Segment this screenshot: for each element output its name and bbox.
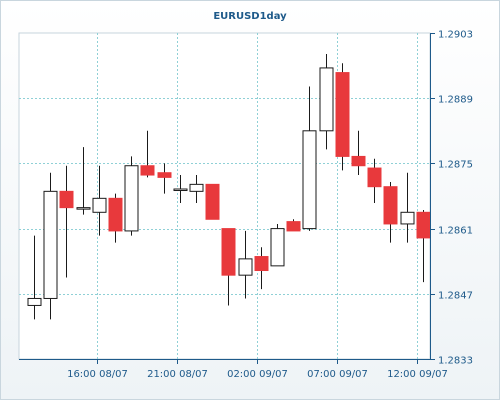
candle bbox=[108, 193, 123, 243]
candle-body-down bbox=[59, 190, 74, 209]
candle bbox=[76, 147, 91, 215]
candle-body-up bbox=[270, 228, 285, 267]
candle bbox=[238, 230, 253, 299]
candle bbox=[383, 182, 398, 243]
candle bbox=[221, 228, 236, 306]
candle-body-up bbox=[173, 188, 188, 192]
candle-body-down bbox=[140, 165, 155, 176]
candle bbox=[400, 172, 415, 243]
plot-area bbox=[18, 32, 431, 360]
x-tick-label: 21:00 08/07 bbox=[147, 369, 208, 380]
x-axis-labels: 16:00 08/07 21:00 08/07 02:00 09/07 07:00 0… bbox=[67, 369, 448, 380]
candle-body-down bbox=[367, 167, 382, 188]
candle-body-up bbox=[302, 130, 317, 230]
candle bbox=[173, 175, 188, 203]
candle-body-down bbox=[108, 197, 123, 232]
candle bbox=[319, 53, 334, 150]
candle bbox=[367, 158, 382, 203]
candle-body-up bbox=[92, 197, 107, 213]
y-tick-label: 1.2847 bbox=[438, 291, 473, 302]
candle-body-up bbox=[27, 297, 42, 306]
candle bbox=[140, 130, 155, 178]
candle-body-up bbox=[238, 258, 253, 276]
candle-body-down bbox=[254, 256, 269, 272]
candle bbox=[189, 175, 204, 203]
candle-body-up bbox=[319, 67, 334, 132]
candle-body-down bbox=[383, 186, 398, 225]
y-tick-label: 1.2875 bbox=[438, 160, 473, 171]
candle-body-down bbox=[351, 155, 366, 167]
x-tick-label: 02:00 09/07 bbox=[227, 369, 288, 380]
chart-title: EURUSD1day bbox=[213, 11, 287, 22]
candle-body-up bbox=[43, 190, 58, 299]
y-tick-label: 1.2861 bbox=[438, 226, 473, 237]
candle-body-up bbox=[400, 211, 415, 225]
candle bbox=[27, 235, 42, 320]
candle bbox=[254, 247, 269, 290]
candle bbox=[43, 172, 58, 320]
candle bbox=[124, 156, 139, 236]
candle bbox=[351, 130, 366, 176]
y-tick-label: 1.2833 bbox=[438, 356, 473, 367]
candle bbox=[270, 223, 285, 267]
candle-body-down bbox=[286, 221, 301, 232]
axes bbox=[19, 33, 435, 364]
candle-body-down bbox=[205, 183, 220, 220]
x-tick-label: 16:00 08/07 bbox=[67, 369, 128, 380]
candle bbox=[205, 183, 220, 220]
candle bbox=[157, 163, 172, 194]
candle-body-down bbox=[157, 172, 172, 178]
x-tick-label: 07:00 09/07 bbox=[307, 369, 368, 380]
candle bbox=[92, 165, 107, 236]
candle-body-up bbox=[124, 165, 139, 232]
candle bbox=[286, 219, 301, 232]
y-tick-label: 1.2903 bbox=[438, 30, 473, 41]
candle-body-down bbox=[221, 228, 236, 276]
y-axis-labels: 1.2903 1.2889 1.2875 1.2861 1.2847 1.2833 bbox=[438, 30, 473, 367]
candle-body-up bbox=[189, 183, 204, 192]
candle bbox=[335, 63, 350, 171]
candle-body-down bbox=[416, 211, 431, 239]
candles bbox=[27, 53, 431, 320]
candle bbox=[59, 165, 74, 278]
candle-body-down bbox=[335, 72, 350, 157]
candle bbox=[302, 86, 317, 231]
candle-body-up bbox=[76, 207, 91, 210]
y-tick-label: 1.2889 bbox=[438, 95, 473, 106]
x-tick-label: 12:00 09/07 bbox=[387, 369, 448, 380]
